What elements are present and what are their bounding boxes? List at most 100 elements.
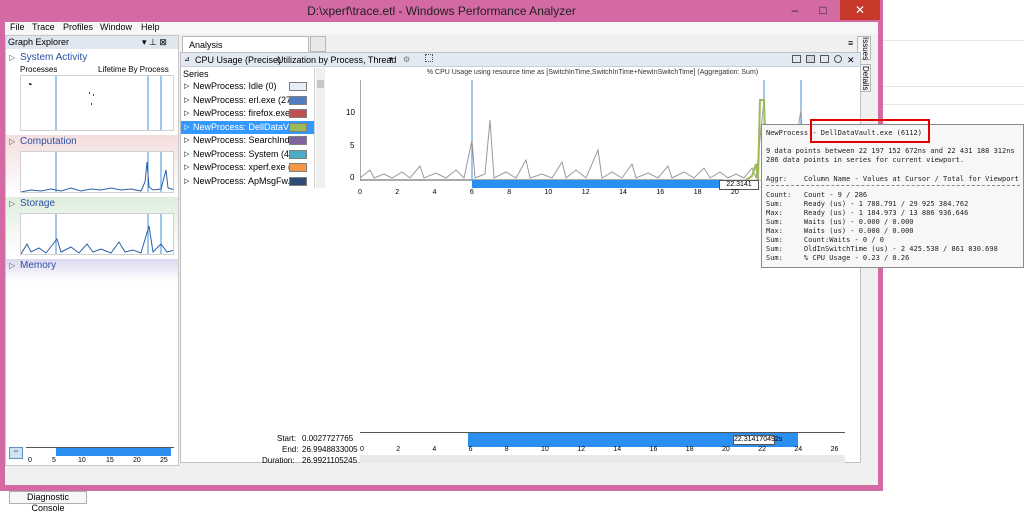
expand-arrow-icon[interactable]: ▷ [184,83,190,90]
tooltip-row: Sum: % CPU Usage - 0.23 / 0.26 [766,254,910,262]
series-row[interactable]: ▷ NewProcess: firefox.exe... [181,107,314,120]
start-label: Start: [277,434,297,443]
timeline-tick: 18 [685,446,694,453]
section-computation: ▷ Computation [6,135,178,195]
series-color-swatch[interactable] [289,149,307,159]
series-color-swatch[interactable] [289,122,307,132]
graph-explorer-header: Graph Explorer ▾ ⊥ ⊠ [6,36,178,49]
graph-header: ⊿ CPU Usage (Precise) Utilization by Pro… [181,53,860,67]
section-system-activity: ▷ System Activity Processes Lifetime By … [6,51,178,133]
minimize-button[interactable]: – [791,3,799,17]
series-color-swatch[interactable] [289,163,307,172]
maximize-button[interactable]: □ [819,3,827,17]
timeline-tick: 20 [722,446,730,453]
graph-explorer-title: Graph Explorer [8,37,70,47]
tab-analysis[interactable]: Analysis [182,36,309,52]
series-color-swatch[interactable] [289,82,307,91]
x-tick: 2 [395,189,400,196]
tab-menu-icon[interactable]: ≡ [848,38,854,48]
timeline-scrollbar[interactable] [360,455,845,463]
panel-pin-icon[interactable]: ▾ ⊥ ⊠ [142,37,167,47]
settings-icon[interactable]: ⚙ [403,55,411,64]
expand-arrow-icon[interactable]: ▷ [9,137,16,146]
menu-file[interactable]: File [10,22,25,32]
menu-trace[interactable]: Trace [32,22,55,32]
series-label: NewProcess: xperf.exe (... [193,162,299,172]
view-split-icon[interactable] [806,55,815,63]
series-color-swatch[interactable] [289,176,307,186]
expand-arrow-icon[interactable]: ▷ [9,199,16,208]
timeline-tick: 2 [396,446,401,453]
series-label: NewProcess: Idle (0) [193,81,277,91]
preset-dropdown[interactable]: Utilization by Process, Thread [277,55,397,65]
tooltip-row: Sum: Waits (us) - 0.000 / 0.000 [766,218,914,226]
expand-arrow-icon[interactable]: ▷ [184,177,190,185]
x-tick: 20 [731,189,739,196]
expand-arrow-icon[interactable]: ▷ [184,110,190,117]
series-row[interactable]: ▷ NewProcess: Idle (0) [181,80,314,93]
select-icon[interactable] [425,54,433,62]
cursor-time-label: 22.3141 [719,180,759,190]
cpu-usage-chart[interactable]: % CPU Usage using resource time as [Swit… [326,68,859,196]
new-tab-button[interactable] [310,36,326,52]
timeline-tick: 24 [794,446,803,453]
tooltip-header: NewProcess - DellDataVault.exe (6112) [766,129,922,137]
section-title[interactable]: Computation [20,136,77,147]
computation-thumbnail[interactable] [20,151,174,193]
series-row[interactable]: ▷ NewProcess: erl.exe (27... [181,94,314,107]
view-graph-icon[interactable] [792,55,801,63]
diagnostic-console-button[interactable]: Diagnostic Console [9,491,87,513]
system-activity-thumbnail[interactable] [20,75,174,131]
view-table-icon[interactable] [820,55,829,63]
section-title[interactable]: Memory [20,260,57,271]
expand-arrow-icon[interactable]: ▷ [184,137,190,144]
analysis-view: ⊿ CPU Usage (Precise) Utilization by Pro… [180,52,861,463]
series-row[interactable]: ▷ NewProcess: System (4) [181,148,314,161]
timeline-tick: 10 [541,446,549,453]
close-icon[interactable]: ✕ [847,55,855,65]
time-ruler[interactable] [26,447,174,456]
duration-value: 26.9921105245 [302,456,358,465]
expand-arrow-icon[interactable]: ▷ [9,53,16,62]
end-value: 26.9948833005 [302,445,358,454]
tooltip-line: 9 data points between 22 197 152 672ns a… [766,147,1015,155]
expand-arrow-icon[interactable]: ▷ [184,150,190,158]
expand-arrow-icon[interactable]: ▷ [184,123,190,131]
expand-arrow-icon[interactable]: ▷ [9,261,16,270]
timeline-tick: 4 [432,446,437,453]
series-header: Series [183,69,209,79]
series-scrollbar[interactable] [316,68,325,188]
series-row[interactable]: ▷ NewProcess: xperf.exe (... [181,161,314,174]
series-label: NewProcess: SearchInd... [193,135,298,145]
x-tick: 6 [469,189,474,196]
section-title[interactable]: Storage [20,198,56,209]
timeline-ruler[interactable]: 22.314170492s [360,432,845,447]
series-color-swatch[interactable] [289,136,307,145]
section-title[interactable]: System Activity [20,52,88,63]
thumbnail-graph [21,214,173,254]
expand-arrow-icon[interactable]: ▷ [184,96,190,104]
ruler-tick: 10 [78,457,86,464]
expand-arrow-icon[interactable]: ▷ [184,164,190,171]
chevron-down-icon[interactable]: ▾ [389,56,393,63]
menu-bar: File Trace Profiles Window Help [5,22,878,34]
series-row[interactable]: ▷ NewProcess: SearchInd... [181,134,314,147]
zoom-icon[interactable]: ⇔ [9,447,23,459]
series-color-swatch[interactable] [289,109,307,118]
timeline-cursor-label: 22.314170492s [733,435,783,445]
scrollbar-thumb[interactable] [317,80,324,88]
y-tick: 0 [350,173,355,182]
tooltip-line: 286 data points in series for current vi… [766,156,965,164]
collapse-arrow-icon[interactable]: ⊿ [184,56,190,63]
storage-thumbnail[interactable] [20,213,174,255]
series-row[interactable]: ▷ NewProcess: ApMsgFw... [181,175,314,188]
menu-profiles[interactable]: Profiles [63,22,94,32]
menu-help[interactable]: Help [141,22,160,32]
close-button[interactable]: ✕ [840,0,880,20]
options-icon[interactable] [834,55,842,63]
series-row[interactable]: ▷ NewProcess: DellDataV... [181,120,314,134]
series-list: Series ▷ NewProcess: Idle (0) ▷ NewProcess:… [181,68,315,188]
menu-window[interactable]: Window [100,22,133,32]
series-color-swatch[interactable] [289,95,307,105]
divider [883,86,1024,87]
